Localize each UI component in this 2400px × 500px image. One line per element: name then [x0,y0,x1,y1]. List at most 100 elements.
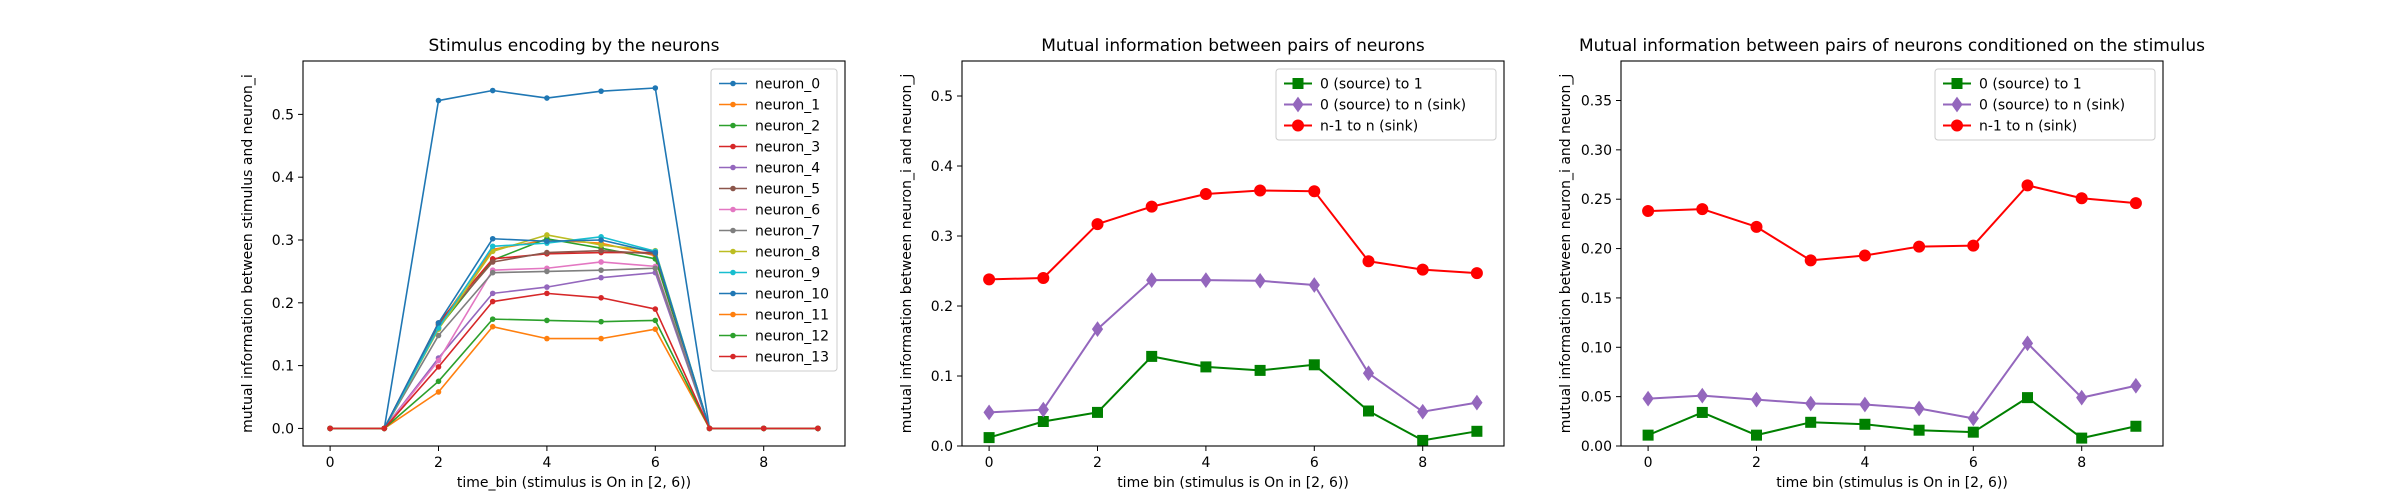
legend-label: neuron_8 [755,245,820,261]
data-point [2022,392,2033,404]
legend-swatch-marker [730,185,736,192]
x-tick-label: 4 [1201,455,1210,471]
data-point [489,290,496,297]
data-point [435,320,442,326]
plot-area [983,184,1483,446]
data-point [544,317,550,324]
data-point [652,317,659,324]
x-tick-label: 2 [434,455,443,471]
data-point [544,232,550,238]
y-tick-label: 0.30 [1581,143,1612,159]
legend-swatch-marker [730,101,736,108]
legend-item: 0 (source) to n (sink) [1943,96,2125,114]
series-0-source-to-n-sink- [983,272,1483,421]
data-point [1470,267,1483,280]
legend: neuron_0 neuron_1 neuron_2 neuron_3 neuron_4… [710,68,838,372]
y-tick-label: 0.05 [1581,390,1612,406]
data-point [1913,424,1925,436]
data-point [2076,432,2088,444]
data-point [435,332,442,339]
legend: 0 (source) to 1 0 (source) to n (sink) n-1… [1934,68,2156,141]
x-tick-label: 8 [2077,455,2086,471]
legend-item: 0 (source) to 1 [1943,77,2082,93]
data-point [489,235,496,242]
y-axis-label: mutual information between neuron_i and … [899,74,915,434]
data-point [1037,272,1050,284]
legend-frame [1934,68,2156,141]
series-line [989,189,1477,281]
data-point [598,247,604,254]
legend-item: neuron_13 [719,350,829,366]
y-tick-label: 0.0 [272,421,294,437]
data-point [435,357,442,364]
y-tick-label: 0.35 [1581,93,1612,109]
legend-label: 0 (source) to n (sink) [1979,98,2125,114]
chart-title: Stimulus encoding by the neurons [429,36,720,56]
data-point [1642,390,1654,407]
data-point [1750,391,1763,408]
chart-panel-2: Mutual information between pairs of neur… [899,36,1505,491]
data-point [1804,254,1817,267]
data-point [983,432,995,444]
legend-swatch-marker [730,227,736,234]
chart-title: Mutual information between pairs of neur… [1579,36,2205,56]
data-point [1696,387,1708,404]
legend-swatch-marker [730,290,736,297]
legend-swatch-marker [730,143,736,150]
data-point [544,95,550,101]
data-point [2021,335,2034,352]
legend-swatch-marker [730,353,736,360]
y-tick-label: 0.4 [272,170,294,186]
data-point [489,248,496,255]
x-tick-label: 4 [542,455,551,471]
data-point [1417,434,1429,446]
x-axis-label: time_bin (stimulus is On in [2, 6)) [457,475,691,491]
legend-label: neuron_0 [755,77,820,93]
legend-swatch-marker [730,269,736,276]
legend-item: neuron_1 [719,98,820,114]
data-point [1913,400,1925,417]
data-point [1913,240,1926,253]
data-point [598,267,604,273]
y-tick-label: 0.10 [1581,340,1612,356]
data-point [652,85,659,91]
legend-label: neuron_3 [755,140,820,156]
plot-frame [961,60,1505,447]
data-point [1967,426,1979,438]
legend-label: neuron_2 [755,119,820,135]
data-point [489,316,496,322]
legend-label: neuron_13 [755,350,829,366]
data-point [598,259,604,265]
series-neuron-13 [327,290,821,432]
data-point [1362,365,1375,382]
legend-item: neuron_2 [719,119,820,135]
data-point [489,298,496,305]
plot-frame [1620,60,2164,447]
x-tick-label: 8 [1418,455,1427,471]
data-point [1967,410,1979,427]
data-point [1145,200,1158,213]
legend-item: neuron_5 [719,182,820,198]
legend-item: neuron_9 [719,266,820,282]
legend-frame [710,68,838,372]
data-point [489,87,496,94]
legend: 0 (source) to 1 0 (source) to n (sink) n-1… [1275,68,1497,141]
data-point [598,274,604,281]
data-point [489,259,496,265]
legend-label: neuron_5 [755,182,820,198]
legend-item: neuron_10 [719,287,829,303]
data-point [1751,429,1762,441]
legend-label: neuron_7 [755,224,820,240]
y-tick-label: 0.3 [272,233,294,249]
x-tick-label: 6 [1310,455,1319,471]
x-tick-label: 2 [1752,455,1761,471]
data-point [1805,395,1817,412]
data-point [652,265,659,272]
legend-item: 0 (source) to n (sink) [1284,96,1466,114]
series-line [330,292,818,430]
y-tick-label: 0.15 [1581,291,1612,307]
legend-label: n-1 to n (sink) [1320,119,1418,135]
legend-label: 0 (source) to 1 [1320,77,1423,93]
data-point [1037,416,1049,427]
legend-label: neuron_11 [755,308,829,324]
